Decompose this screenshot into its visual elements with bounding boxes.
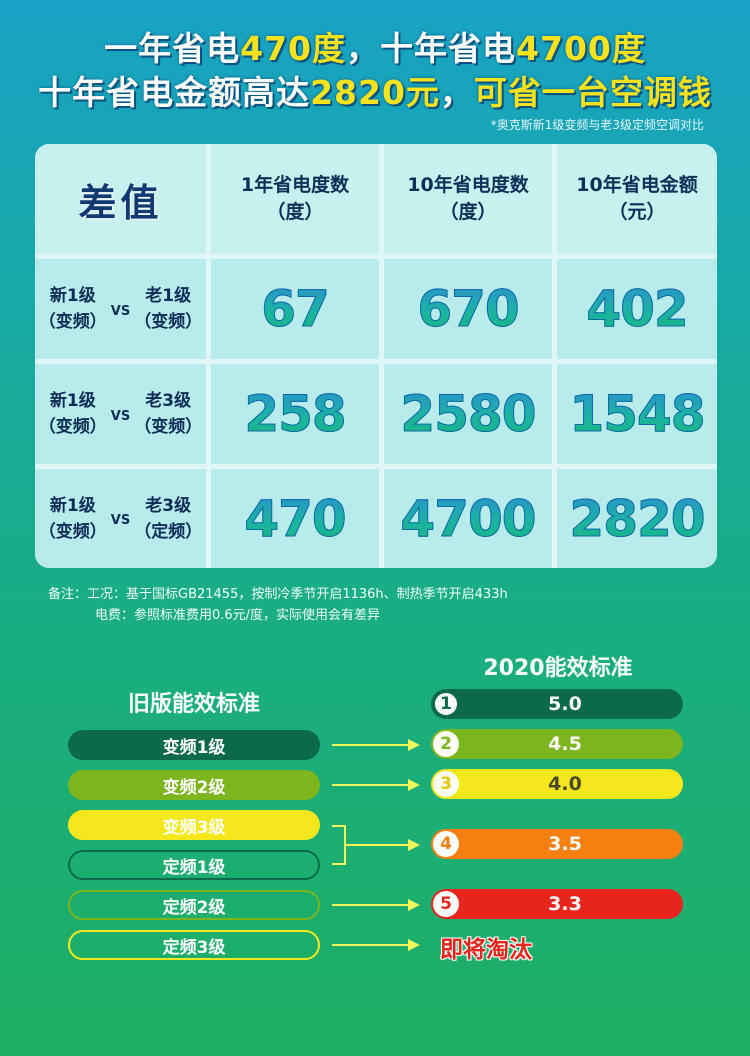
cell-value: 2820 [569, 489, 706, 548]
column-header-label: 1年省电度数 （度） [240, 174, 350, 223]
new-level-pill: 2 4.5 [431, 729, 683, 759]
headline-part: ，十年省电 [346, 29, 517, 68]
new-level-pill: 3 4.0 [431, 769, 683, 799]
cell-value: 2580 [400, 385, 537, 444]
row-label-right: 老3级 （定频） [134, 495, 203, 542]
column-header-label: 10年省电金额 （元） [576, 174, 698, 223]
old-level-label: 变频1级 [162, 737, 226, 758]
eliminate-label: 即将淘汰 [440, 937, 532, 963]
headline-part: ， [439, 73, 474, 112]
old-level-label: 定频2级 [162, 897, 226, 918]
cell-value: 670 [417, 280, 520, 339]
new-level-pill: 1 5.0 [431, 689, 683, 719]
headline-line2: 十年省电金额高达2820元，可省一台空调钱 [0, 66, 750, 114]
old-level-label: 定频1级 [162, 857, 226, 878]
diff-title: 差值 [78, 180, 163, 225]
cell-value: 1548 [569, 385, 706, 444]
table-cell: 402 [557, 259, 717, 359]
cell-value: 402 [586, 280, 689, 339]
arrow-icon [332, 939, 420, 951]
table-cell: 67 [211, 259, 379, 359]
old-level-pill: 变频2级 [68, 770, 320, 800]
old-level-label: 变频2级 [162, 777, 226, 798]
headline-highlight: 470度 [240, 29, 347, 68]
savings-table: 差值 1年省电度数 （度） 10年省电度数 （度） 10年省电金额 （元） 新1… [35, 144, 717, 568]
arrow-icon [346, 839, 420, 851]
level-value: 5.0 [548, 693, 582, 715]
row-label-vs: VS [110, 513, 131, 528]
old-standard-title: 旧版能效标准 [127, 692, 260, 717]
row-label-vs: VS [110, 408, 131, 424]
row-label-left: 新1级 （变频） [38, 391, 107, 437]
table-corner: 差值 [35, 144, 206, 254]
column-header-label: 10年省电度数 （度） [407, 174, 529, 223]
headline-highlight: 4700度 [516, 29, 646, 68]
headline-line1: 一年省电470度，十年省电4700度 [0, 22, 750, 70]
level-number: 2 [433, 731, 459, 757]
headline-highlight: 2820元 [310, 73, 440, 112]
old-level-pill: 变频3级 [68, 810, 320, 840]
old-level-pill: 定频2级 [68, 890, 320, 920]
column-header: 10年省电度数 （度） [384, 144, 552, 254]
level-number: 3 [433, 771, 459, 797]
level-number: 4 [433, 831, 459, 857]
new-level-pill: 4 3.5 [431, 829, 683, 859]
arrow-icon [332, 779, 420, 791]
headline-highlight: 可省一台空调钱 [473, 73, 712, 112]
table-cell: 470 [211, 469, 379, 568]
new-level-pill: 5 3.3 [431, 889, 683, 919]
table-cell: 670 [384, 259, 552, 359]
old-level-pill: 变频1级 [68, 730, 320, 760]
level-number: 5 [433, 891, 459, 917]
table-cell: 1548 [557, 364, 717, 464]
table-cell: 4700 [384, 469, 552, 568]
cell-value: 67 [261, 280, 331, 339]
old-level-label: 变频3级 [162, 817, 226, 838]
cell-value: 4700 [400, 489, 537, 548]
row-label-right: 老1级 （变频） [134, 286, 203, 332]
table-cell: 258 [211, 364, 379, 464]
row-label-left: 新1级 （变频） [38, 495, 107, 542]
new-standard-title: 2020能效标准 [483, 656, 633, 681]
arrow-icon [332, 899, 420, 911]
level-value: 4.0 [548, 773, 582, 795]
table-cell: 2580 [384, 364, 552, 464]
level-value: 3.3 [548, 893, 582, 915]
headline-part: 十年省电金额高达 [38, 73, 311, 112]
old-level-pill: 定频1级 [68, 850, 320, 880]
row-label-left: 新1级 （变频） [38, 286, 107, 332]
old-level-label: 定频3级 [162, 937, 226, 958]
row-label: 新1级 （变频） VS 老3级 （定频） [35, 469, 206, 568]
remark-line: 电费：参照标准费用0.6元/度，实际使用会有差异 [95, 608, 381, 623]
cell-value: 470 [244, 489, 347, 548]
row-label-vs: VS [110, 303, 131, 319]
level-number: 1 [433, 691, 459, 717]
row-label: 新1级 （变频） VS 老1级 （变频） [35, 259, 206, 359]
headline-part: 一年省电 [104, 29, 241, 68]
row-label: 新1级 （变频） VS 老3级 （变频） [35, 364, 206, 464]
bracket-icon [332, 825, 346, 865]
old-level-pill: 定频3级 [68, 930, 320, 960]
level-value: 3.5 [548, 833, 582, 855]
column-header: 1年省电度数 （度） [211, 144, 379, 254]
comparison-footnote: *奥克斯新1级变频与老3级定频空调对比 [490, 118, 704, 132]
level-value: 4.5 [548, 733, 582, 755]
row-label-right: 老3级 （变频） [134, 391, 203, 437]
column-header: 10年省电金额 （元） [557, 144, 717, 254]
cell-value: 258 [244, 385, 347, 444]
table-cell: 2820 [557, 469, 717, 568]
arrow-icon [332, 739, 420, 751]
remark-line: 备注：工况：基于国标GB21455，按制冷季节开启1136h、制热季节开启433… [48, 587, 508, 602]
